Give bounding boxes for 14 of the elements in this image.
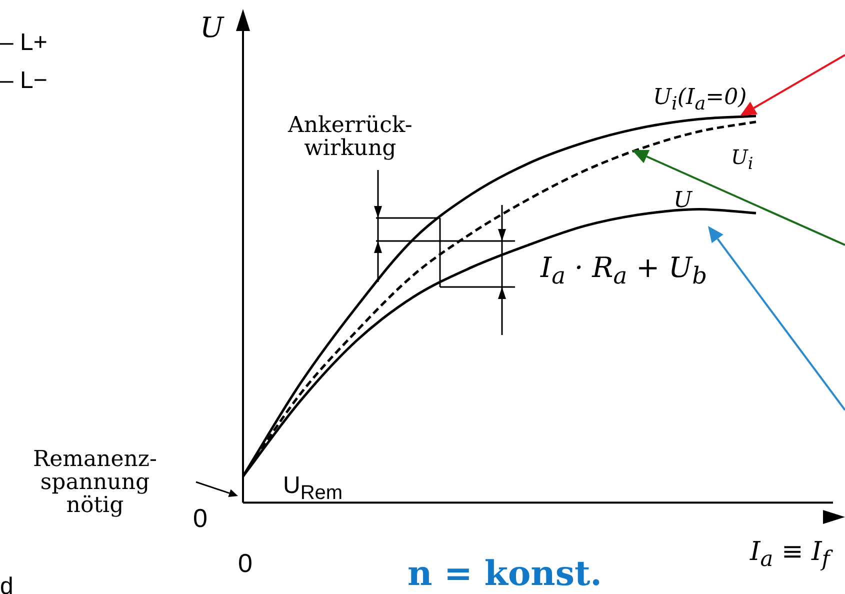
annotation: I$_{a}$ · R$_{a}$ + U$_{b}$ — [540, 250, 707, 290]
text: 0 — [238, 548, 252, 578]
series-label: U$_{i}$(I$_{a}$=0) — [653, 85, 747, 114]
text: 0 — [193, 502, 208, 532]
text: d — [0, 572, 14, 594]
y-axis-title: U — [200, 10, 224, 44]
text: – L+ — [0, 28, 48, 56]
annotation: Ankerrück- wirkung — [288, 113, 412, 162]
series-label: U — [674, 188, 692, 212]
series-label: U$_{i}$ — [731, 145, 754, 173]
annotation: U$_{Rem}$ — [283, 472, 343, 504]
text: Remanenz- spannung nötig — [33, 446, 157, 518]
text: – L− — [0, 66, 48, 94]
text: n = konst. — [408, 554, 602, 594]
